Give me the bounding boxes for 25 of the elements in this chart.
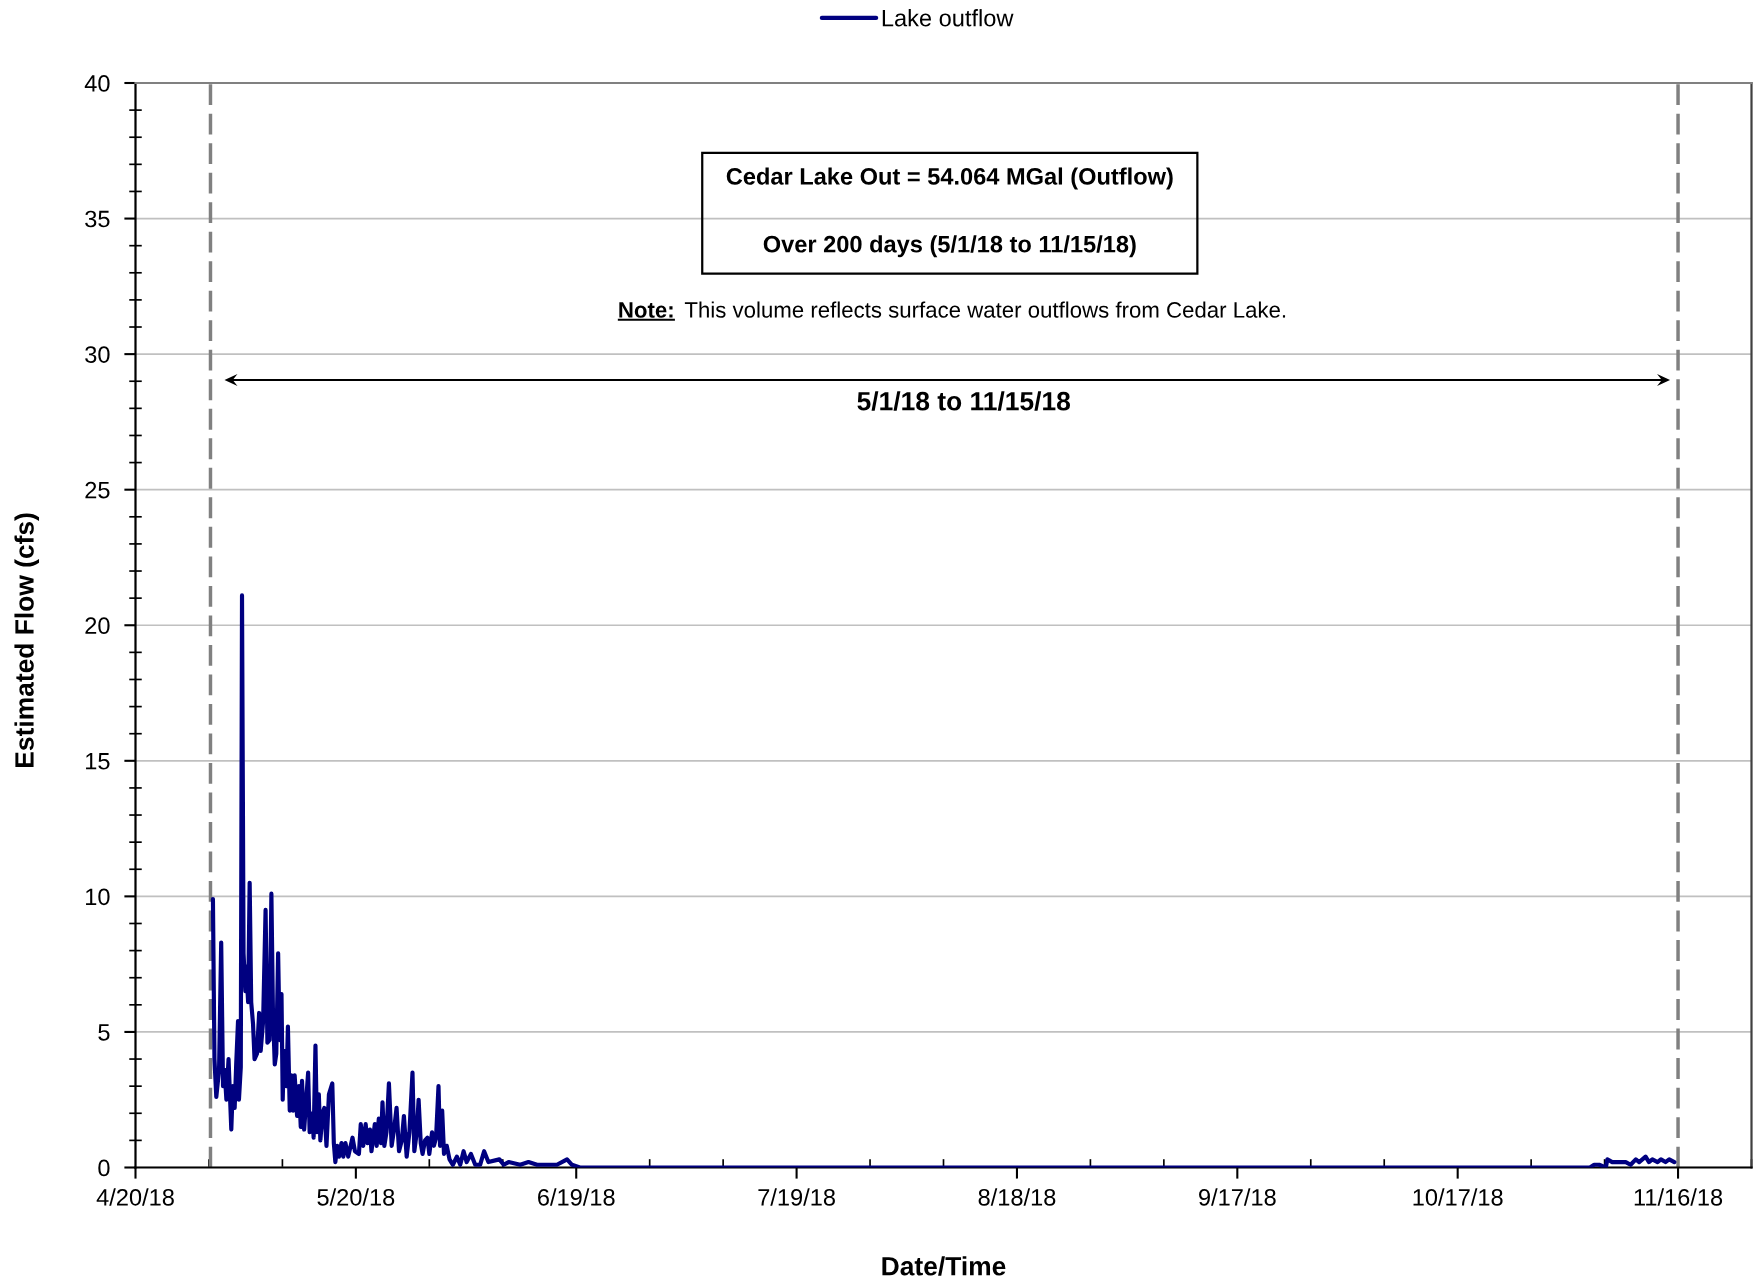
x-tick-label: 10/17/18: [1413, 1188, 1503, 1206]
annotation: Cedar Lake Out = 54.064 MGal (Outflow): [726, 167, 1173, 190]
y-tick-label: 5: [98, 1024, 110, 1041]
y-axis-title: Estimated Flow (cfs): [14, 513, 40, 767]
x-tick-label: 6/19/18: [538, 1188, 615, 1206]
y-tick-label: 0: [98, 1159, 110, 1177]
legend-label: Lake outflow: [882, 9, 1014, 27]
annotation: Over 200 days (5/1/18 to 11/15/18): [763, 235, 1136, 258]
annotation: 5/1/18 to 11/15/18: [857, 391, 1071, 411]
line-series: [210, 593, 1677, 1168]
x-tick-label: 9/17/18: [1199, 1188, 1276, 1206]
y-tick-label: 30: [85, 346, 110, 363]
y-tick-label: 20: [85, 617, 110, 635]
y-tick-label: 25: [85, 481, 110, 499]
x-tick-label: 11/16/18: [1634, 1188, 1723, 1206]
y-tick-label: 35: [85, 210, 110, 228]
y-tick-label: 10: [86, 888, 110, 906]
x-tick-label: 4/20/18: [96, 1188, 174, 1206]
x-tick-label: 7/19/18: [758, 1188, 835, 1206]
y-tick-label: 40: [84, 75, 110, 92]
annotation: Note: This volume reflects surface water outflows from Cedar Lake.: [619, 301, 1286, 318]
x-tick-label: 5/20/18: [317, 1188, 395, 1206]
x-tick-label: 8/18/18: [978, 1188, 1056, 1206]
y-tick-label: 15: [86, 753, 110, 770]
x-axis-title: Date/Time: [882, 1256, 1006, 1276]
